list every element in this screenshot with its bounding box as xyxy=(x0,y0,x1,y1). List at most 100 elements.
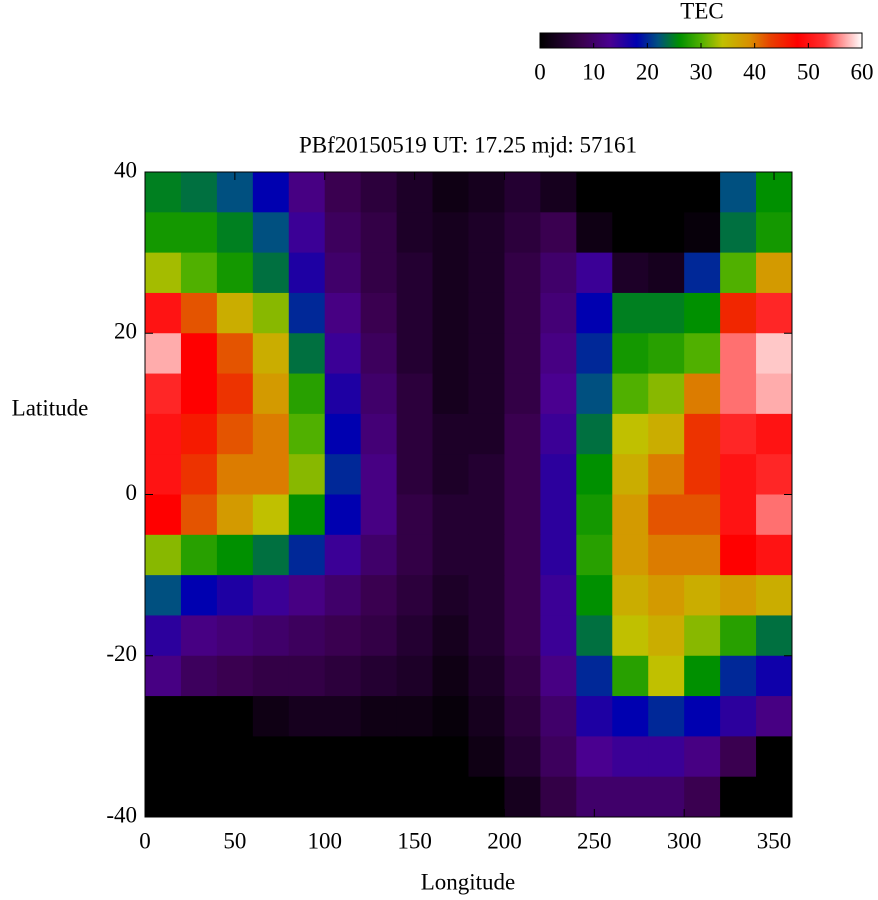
x-tick-label: 150 xyxy=(397,828,432,853)
heatmap-cell xyxy=(540,615,577,657)
heatmap-cell xyxy=(145,575,182,616)
heatmap-cell xyxy=(720,333,757,375)
heatmap-cell xyxy=(612,454,649,495)
heatmap-cell xyxy=(360,333,398,375)
heatmap-cell xyxy=(288,292,326,334)
heatmap-cell xyxy=(576,373,613,415)
heatmap-cell xyxy=(504,172,541,213)
heatmap-cell xyxy=(360,534,398,576)
heatmap-cell xyxy=(720,655,757,697)
heatmap-cell xyxy=(540,172,577,213)
x-tick-label: 300 xyxy=(667,828,702,853)
colorbar-tick-label: 0 xyxy=(534,59,546,84)
heatmap-cell xyxy=(360,655,398,697)
y-tick-label: 0 xyxy=(126,480,138,505)
heatmap-cell xyxy=(324,696,362,737)
heatmap-cell xyxy=(648,736,685,778)
heatmap-cell xyxy=(648,776,685,818)
heatmap-cell xyxy=(504,736,541,778)
heatmap-cell xyxy=(396,292,434,334)
heatmap-cell xyxy=(324,615,362,657)
heatmap-cell xyxy=(145,292,182,334)
heatmap-cell xyxy=(145,615,182,657)
heatmap-cell xyxy=(684,776,721,818)
heatmap-cell xyxy=(504,413,541,455)
heatmap-cell xyxy=(288,212,326,254)
x-tick-label: 100 xyxy=(307,828,342,853)
heatmap-cell xyxy=(216,615,254,657)
colorbar-label: TEC xyxy=(680,0,723,23)
heatmap-cell xyxy=(396,494,434,536)
heatmap-cell xyxy=(576,615,613,657)
heatmap-cell xyxy=(180,655,218,697)
heatmap-cell xyxy=(252,575,290,616)
heatmap-cell xyxy=(216,413,254,455)
heatmap-cell xyxy=(145,736,182,778)
heatmap-cell xyxy=(180,413,218,455)
heatmap-cell xyxy=(720,575,757,616)
heatmap-cell xyxy=(720,615,757,657)
heatmap-cell xyxy=(396,575,434,616)
heatmap-cell xyxy=(576,413,613,455)
heatmap-cell xyxy=(612,655,649,697)
heatmap-cell xyxy=(648,333,685,375)
heatmap-cell xyxy=(324,655,362,697)
heatmap-cell xyxy=(252,494,290,536)
x-tick-label: 50 xyxy=(223,828,246,853)
heatmap-cell xyxy=(756,292,793,334)
heatmap-cell xyxy=(540,454,577,495)
heatmap-cell xyxy=(396,615,434,657)
heatmap-cell xyxy=(432,696,469,737)
heatmap-cell xyxy=(756,454,793,495)
heatmap-cell xyxy=(720,776,757,818)
heatmap-cell xyxy=(288,494,326,536)
heatmap-cell xyxy=(612,333,649,375)
heatmap-cell xyxy=(252,292,290,334)
heatmap-cell xyxy=(684,655,721,697)
heatmap-cell xyxy=(432,494,469,536)
heatmap-cell xyxy=(324,736,362,778)
heatmap-cell xyxy=(648,696,685,737)
heatmap-cell xyxy=(720,736,757,778)
heatmap-cell xyxy=(684,575,721,616)
heatmap-cell xyxy=(360,292,398,334)
heatmap-cell xyxy=(612,534,649,576)
heatmap-cell xyxy=(252,615,290,657)
heatmap-cell xyxy=(684,252,721,294)
y-tick-label: -20 xyxy=(106,641,137,666)
heatmap-cell xyxy=(468,494,505,536)
heatmap-cell xyxy=(324,776,362,818)
colorbar-tick-label: 20 xyxy=(636,59,659,84)
heatmap-cell xyxy=(648,454,685,495)
heatmap-cell xyxy=(720,494,757,536)
heatmap-cell xyxy=(324,172,362,213)
heatmap-cell xyxy=(180,575,218,616)
heatmap-cell xyxy=(612,736,649,778)
heatmap-cell xyxy=(720,172,757,213)
heatmap-cell xyxy=(288,736,326,778)
heatmap-cell xyxy=(216,575,254,616)
heatmap-cell xyxy=(612,494,649,536)
heatmap-cell xyxy=(360,373,398,415)
heatmap-cell xyxy=(648,494,685,536)
heatmap-cell xyxy=(288,454,326,495)
heatmap-cell xyxy=(288,534,326,576)
heatmap-cell xyxy=(648,575,685,616)
heatmap-cell xyxy=(288,333,326,375)
heatmap-cell xyxy=(756,212,793,254)
heatmap-cell xyxy=(468,292,505,334)
heatmap-cell xyxy=(180,252,218,294)
heatmap-cell xyxy=(504,292,541,334)
heatmap-cell xyxy=(756,333,793,375)
heatmap-cell xyxy=(180,696,218,737)
heatmap-cell xyxy=(468,696,505,737)
heatmap-cell xyxy=(612,413,649,455)
heatmap-cell xyxy=(576,292,613,334)
heatmap-cell xyxy=(360,615,398,657)
y-axis-label: Latitude xyxy=(12,395,89,420)
heatmap-cell xyxy=(756,615,793,657)
heatmap-cell xyxy=(612,696,649,737)
heatmap-cell xyxy=(180,454,218,495)
heatmap-cell xyxy=(360,454,398,495)
heatmap-cell xyxy=(576,252,613,294)
